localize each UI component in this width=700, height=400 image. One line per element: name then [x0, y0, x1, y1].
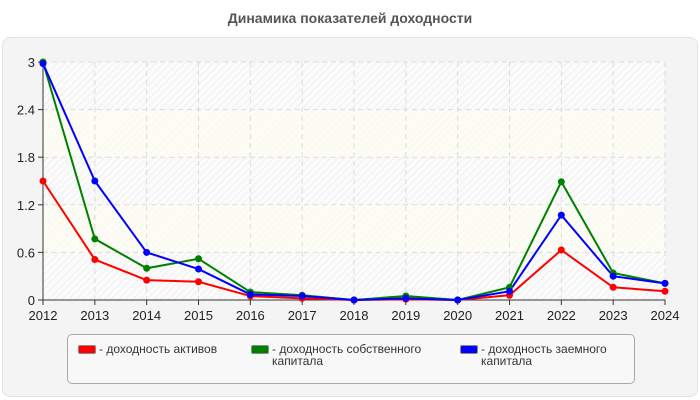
svg-text:2023: 2023: [599, 308, 628, 323]
svg-text:1.2: 1.2: [17, 198, 35, 213]
svg-text:3: 3: [28, 55, 35, 70]
svg-text:2022: 2022: [547, 308, 576, 323]
svg-text:2012: 2012: [29, 308, 58, 323]
svg-text:2.4: 2.4: [17, 103, 35, 118]
legend-item-equity: - доходность собственного капитала: [251, 343, 437, 367]
svg-text:2016: 2016: [236, 308, 265, 323]
svg-text:2024: 2024: [651, 308, 680, 323]
svg-text:2021: 2021: [495, 308, 524, 323]
axes: 0 0.6 1.2 1.8 2.4 3 2012 2013 2014 2015 2016 2017 20…: [17, 55, 680, 323]
red-swatch-icon: [78, 345, 96, 354]
svg-text:2015: 2015: [184, 308, 213, 323]
chart-title: Динамика показателей доходности: [227, 10, 473, 26]
svg-text:2017: 2017: [288, 308, 317, 323]
legend-item-debt: - доходность заемного капитала: [460, 343, 631, 367]
svg-text:2019: 2019: [391, 308, 420, 323]
svg-text:1.8: 1.8: [17, 150, 35, 165]
green-swatch-icon: [251, 345, 269, 354]
svg-text:2014: 2014: [132, 308, 161, 323]
svg-text:0: 0: [28, 293, 35, 308]
gridlines: [43, 61, 666, 300]
data-series: [39, 58, 669, 304]
svg-text:2013: 2013: [80, 308, 109, 323]
svg-text:2018: 2018: [340, 308, 369, 323]
svg-text:0.6: 0.6: [17, 245, 35, 260]
legend: - доходность активов - доходность собств…: [67, 334, 635, 384]
legend-item-assets: - доходность активов: [78, 343, 249, 355]
svg-text:2020: 2020: [443, 308, 472, 323]
blue-swatch-icon: [460, 345, 478, 354]
